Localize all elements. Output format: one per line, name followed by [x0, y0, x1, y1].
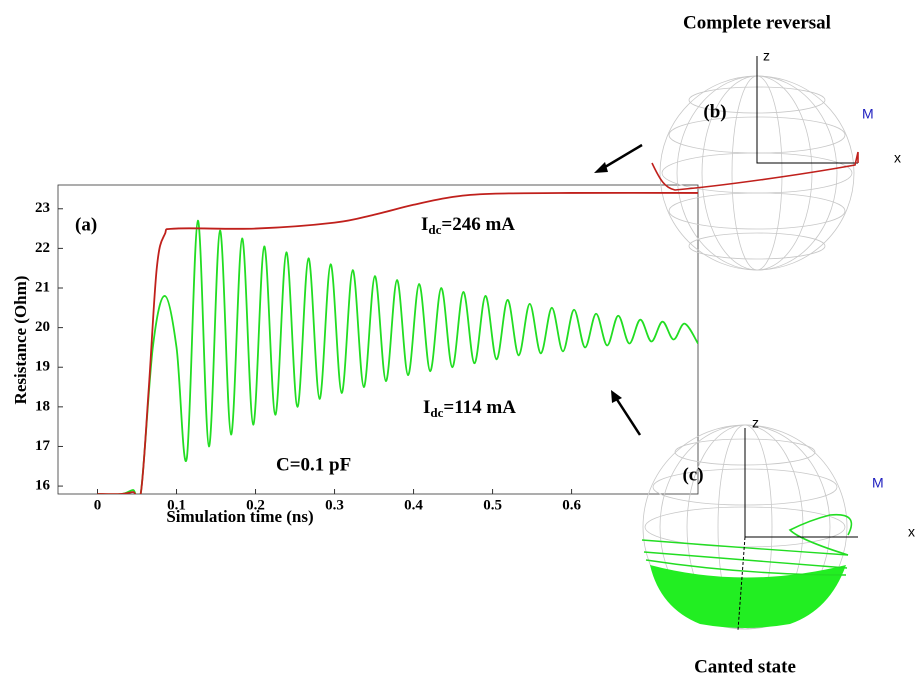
m-label: M — [862, 106, 874, 122]
arrow-head — [594, 162, 608, 173]
sphere-title: Complete reversal — [683, 12, 831, 33]
label-main: I — [423, 397, 430, 418]
x-tick-label: 0.5 — [483, 497, 502, 513]
x-tick-label: 0.3 — [325, 497, 344, 513]
y-tick-label: 17 — [35, 438, 51, 454]
y-tick-label: 22 — [35, 240, 50, 256]
plot-frame — [57, 184, 699, 495]
y-tick-label: 19 — [35, 359, 50, 375]
axis-x: x — [894, 150, 901, 166]
panel-label: (b) — [703, 101, 726, 122]
axis-z: z — [763, 48, 770, 64]
y-tick-label: 20 — [35, 319, 50, 335]
y-tick-label: 16 — [35, 478, 51, 494]
arrow-head — [611, 390, 622, 403]
y-axis-label: Resistance (Ohm) — [11, 276, 30, 405]
panel-label: (a) — [75, 214, 97, 235]
sphere-c: Canted state (c) z x M — [641, 415, 915, 677]
series-line — [97, 191, 698, 494]
label-rest: =114 mA — [443, 397, 516, 418]
current-label: Idc=114 mA — [423, 397, 516, 420]
label-sub: dc — [430, 405, 443, 420]
label-main: I — [421, 214, 428, 235]
label-rest: =246 mA — [441, 214, 515, 235]
x-tick-label: 0.2 — [246, 497, 265, 513]
x-tick-label: 0 — [94, 497, 102, 513]
sphere-b: Complete reversal (b) z x M — [651, 12, 901, 271]
current-label: Idc=246 mA — [421, 214, 515, 237]
x-tick-label: 0.4 — [404, 497, 423, 513]
axis-x: x — [908, 524, 915, 540]
panel-label: (c) — [682, 464, 703, 485]
y-tick-label: 18 — [35, 398, 50, 414]
arrow — [614, 397, 642, 436]
y-tick-label: 21 — [35, 279, 50, 295]
x-axis-label: Simulation time (ns) — [166, 507, 313, 526]
y-tick-label: 23 — [35, 200, 50, 216]
annotation: C=0.1 pF — [276, 454, 351, 475]
x-tick-label: 0.1 — [167, 497, 186, 513]
m-label: M — [872, 475, 884, 491]
x-tick-label: 0.6 — [562, 497, 581, 513]
series-line — [97, 219, 698, 494]
sphere-title: Canted state — [694, 656, 796, 677]
precession-cap — [650, 565, 846, 628]
arrow — [599, 143, 643, 172]
axis-z: z — [752, 415, 759, 431]
label-sub: dc — [428, 222, 441, 237]
